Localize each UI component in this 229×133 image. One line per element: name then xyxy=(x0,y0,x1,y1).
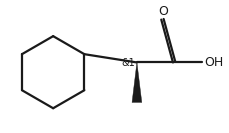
Text: &1: &1 xyxy=(121,58,134,68)
Text: O: O xyxy=(158,5,167,18)
Polygon shape xyxy=(131,63,141,102)
Text: OH: OH xyxy=(203,56,222,69)
